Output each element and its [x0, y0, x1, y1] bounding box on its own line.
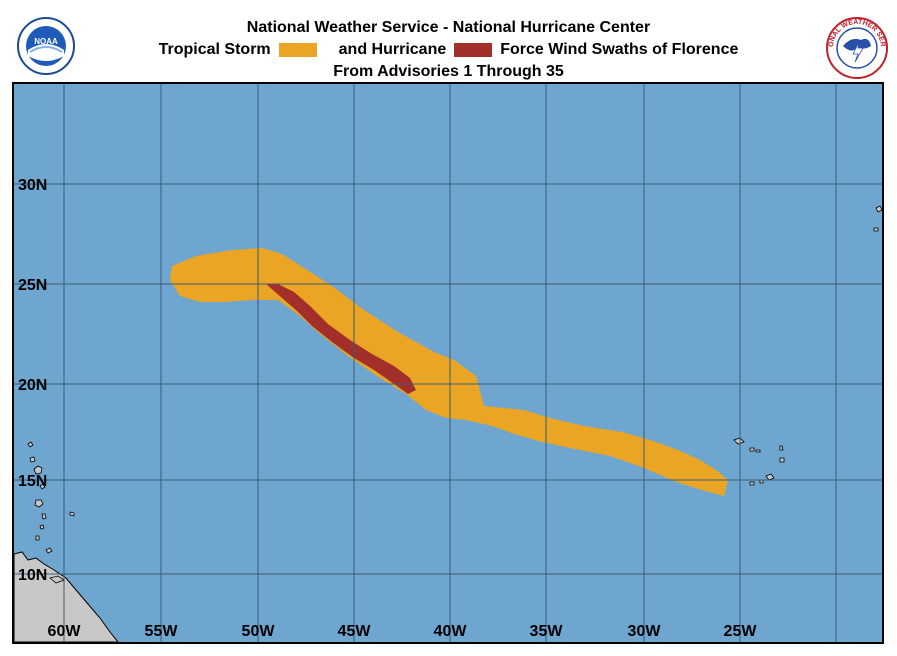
eastern-atlantic-islands [873, 205, 882, 232]
longitude-labels: 60W 55W 50W 45W 40W 35W 30W 25W [48, 623, 758, 640]
longitude-label: 50W [242, 623, 276, 640]
longitude-label: 55W [145, 623, 179, 640]
longitude-label: 25W [724, 623, 758, 640]
tropical-storm-swatch [278, 43, 317, 57]
lat-lon-grid [14, 84, 882, 642]
cape-verde-islands [733, 437, 785, 486]
hurricane-label: and Hurricane [338, 41, 447, 58]
map-canvas: 30N 25N 20N 15N 10N 60W 55W 50W 45W 40W 35W 30W 25W [14, 84, 882, 642]
longitude-label: 35W [530, 623, 564, 640]
latitude-label: 15N [18, 473, 47, 490]
map: 30N 25N 20N 15N 10N 60W 55W 50W 45W 40W 35W 30W 25W [12, 82, 884, 644]
latitude-labels: 30N 25N 20N 15N 10N [18, 177, 47, 584]
header: NOAA National Weather Service - National… [0, 0, 897, 82]
legend-line: Tropical Storm and Hurricane Force Wind … [0, 40, 897, 60]
noaa-logo: NOAA [16, 16, 76, 76]
tropical-storm-label: Tropical Storm [158, 41, 271, 58]
latitude-label: 30N [18, 177, 47, 194]
latitude-label: 20N [18, 377, 47, 394]
latitude-label: 10N [18, 567, 47, 584]
longitude-label: 30W [628, 623, 662, 640]
longitude-label: 60W [48, 623, 82, 640]
title-line-1: National Weather Service - National Hurr… [246, 19, 651, 36]
title-line-3: From Advisories 1 Through 35 [333, 63, 564, 80]
noaa-logo-text: NOAA [34, 37, 58, 46]
longitude-label: 45W [338, 623, 372, 640]
nws-logo: NATIONAL WEATHER SERVICE [822, 11, 888, 79]
hurricane-swatch [454, 43, 493, 57]
latitude-label: 25N [18, 277, 47, 294]
longitude-label: 40W [434, 623, 468, 640]
swath-label: Force Wind Swaths of Florence [500, 41, 739, 58]
hurricane-wind-swath [266, 284, 416, 394]
